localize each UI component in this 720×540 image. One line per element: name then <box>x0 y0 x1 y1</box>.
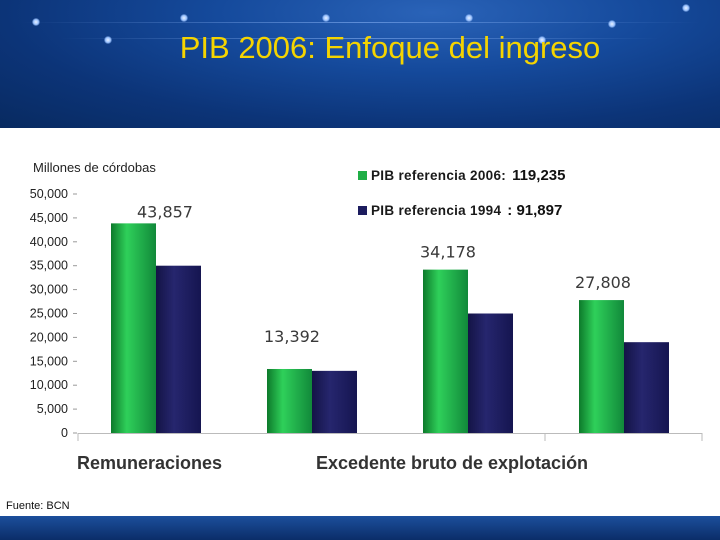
slide-footer <box>0 516 720 540</box>
group-label-remuneraciones: Remuneraciones <box>77 453 223 473</box>
header-decor-dot <box>32 18 40 26</box>
bar-1994 <box>156 265 201 433</box>
header-decor-dot <box>322 14 330 22</box>
bar-chart: 0 5,000 10,000 15,000 20,000 25,000 30,000 35,0… <box>30 187 703 441</box>
header-decor-line <box>60 38 660 39</box>
y-tick-label: 5,000 <box>37 402 68 416</box>
slide-header: PIB 2006: Enfoque del ingreso <box>0 0 720 128</box>
data-label: 27,808 <box>575 273 631 292</box>
y-tick-label: 35,000 <box>30 259 68 273</box>
group-label-excedente: Excedente bruto de explotación <box>316 453 589 473</box>
y-tick-label: 25,000 <box>30 307 68 321</box>
header-decor-dot <box>538 36 546 44</box>
y-tick-label: 40,000 <box>30 235 68 249</box>
y-axis-units-label: Millones de córdobas <box>33 160 156 175</box>
header-decor-dot <box>104 36 112 44</box>
bar-1994 <box>624 342 669 433</box>
bar-1994 <box>312 370 357 433</box>
page-title: PIB 2006: Enfoque del ingreso <box>179 30 601 65</box>
legend-label: PIB referencia 2006: <box>371 167 507 183</box>
header-decor-dot <box>465 14 473 22</box>
y-tick-label: 10,000 <box>30 378 68 392</box>
legend-item-2006: PIB referencia 2006: 119,235 <box>358 165 565 185</box>
bar-2006 <box>579 300 624 433</box>
legend-item-1994: PIB referencia 1994 : 91,897 <box>358 200 562 220</box>
legend-swatch <box>358 170 367 180</box>
legend-swatch <box>358 205 367 215</box>
source-note: Fuente: BCN <box>6 500 70 512</box>
y-tick-label: 30,000 <box>30 283 68 297</box>
bar-2006 <box>423 269 468 433</box>
legend-total: : 91,897 <box>507 201 563 219</box>
bar-2006 <box>111 223 156 433</box>
data-label: 34,178 <box>420 243 476 262</box>
header-decor-dot <box>682 4 690 12</box>
y-tick-label: 15,000 <box>30 354 68 368</box>
bar-2006 <box>267 368 312 433</box>
data-label: 43,857 <box>137 202 193 221</box>
header-decor-line <box>20 22 700 23</box>
legend-total: 119,235 <box>512 166 566 184</box>
y-tick-label: 45,000 <box>30 211 68 225</box>
bar-1994 <box>468 313 513 433</box>
y-tick-label: 0 <box>61 426 68 440</box>
header-decor-dot <box>180 14 188 22</box>
y-tick-label: 20,000 <box>30 330 68 344</box>
data-label: 13,392 <box>264 327 320 346</box>
header-decor-dot <box>608 20 616 28</box>
y-tick-label: 50,000 <box>30 187 68 201</box>
legend-label: PIB referencia 1994 <box>371 202 502 218</box>
